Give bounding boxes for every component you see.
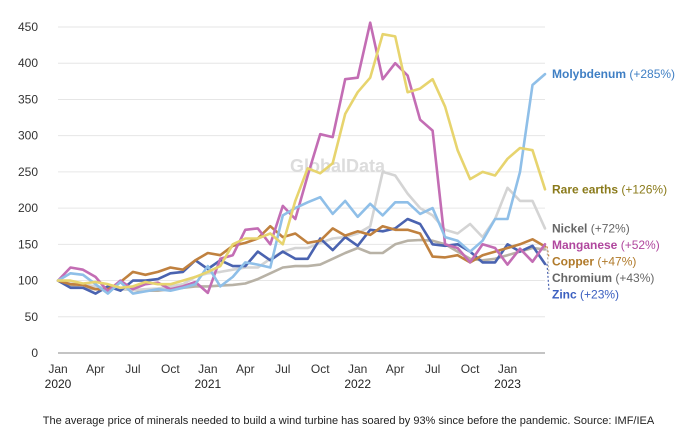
label-connector [546, 263, 550, 291]
y-tick-label: 400 [18, 56, 38, 70]
series-label-change: (+52%) [621, 238, 660, 252]
label-connectors [546, 246, 550, 291]
x-tick-year: 2021 [194, 377, 221, 391]
series-label-name: Copper [552, 254, 597, 268]
y-tick-label: 50 [25, 310, 39, 324]
x-tick-label: Oct [161, 362, 180, 376]
x-tick-label: Apr [236, 362, 255, 376]
watermark-text: GlobalData [290, 156, 386, 176]
x-tick-label: Apr [86, 362, 105, 376]
series-line-molybdenum [56, 72, 547, 295]
y-tick-label: 300 [18, 129, 38, 143]
series-lines [56, 21, 547, 295]
x-tick-label: Apr [386, 362, 405, 376]
series-line-manganese [56, 21, 547, 295]
series-label-zinc: Zinc (+23%) [552, 287, 619, 301]
label-connector [546, 249, 550, 274]
series-label-name: Zinc [552, 287, 580, 301]
series-line-copper [56, 224, 547, 291]
y-tick-label: 150 [18, 237, 38, 251]
x-tick-label: Jan [348, 362, 367, 376]
series-label-name: Manganese [552, 238, 621, 252]
x-tick-label: Jul [425, 362, 440, 376]
series-label-rare-earths: Rare earths (+126%) [552, 182, 667, 196]
x-tick-year: 2023 [494, 377, 521, 391]
chart-caption: The average price of minerals needed to … [42, 415, 655, 427]
gridlines [58, 26, 545, 354]
y-tick-label: 200 [18, 201, 38, 215]
series-line-nickel [56, 170, 547, 292]
x-tick-label: Jan [198, 362, 217, 376]
x-tick-label: Jan [498, 362, 517, 376]
y-tick-label: 100 [18, 274, 38, 288]
label-connector [546, 246, 550, 258]
x-tick-label: Jul [275, 362, 290, 376]
series-label-name: Nickel [552, 221, 591, 235]
series-label-manganese: Manganese (+52%) [552, 238, 660, 252]
series-line-rare-earths [56, 32, 547, 290]
y-tick-label: 450 [18, 20, 38, 34]
series-labels: Molybdenum (+285%) Rare earths (+126%) Nic… [552, 67, 675, 301]
series-label-change: (+23%) [580, 287, 619, 301]
series-label-name: Molybdenum [552, 67, 629, 81]
series-label-name: Rare earths [552, 182, 621, 196]
series-label-change: (+126%) [621, 182, 667, 196]
y-tick-label: 0 [31, 346, 38, 360]
series-label-change: (+72%) [591, 221, 630, 235]
series-label-copper: Copper (+47%) [552, 254, 636, 268]
series-label-change: (+47%) [597, 254, 636, 268]
x-tick-year: 2022 [344, 377, 371, 391]
series-line-zinc [56, 217, 547, 295]
y-tick-label: 350 [18, 92, 38, 106]
x-tick-label: Jan [48, 362, 67, 376]
series-label-nickel: Nickel (+72%) [552, 221, 630, 235]
x-tick-label: Jul [125, 362, 140, 376]
series-label-molybdenum: Molybdenum (+285%) [552, 67, 675, 81]
series-label-change: (+285%) [629, 67, 675, 81]
x-tick-label: Oct [311, 362, 330, 376]
y-tick-label: 250 [18, 165, 38, 179]
series-label-name: Chromium [552, 271, 615, 285]
series-label-chromium: Chromium (+43%) [552, 271, 654, 285]
x-tick-year: 2020 [45, 377, 72, 391]
series-label-change: (+43%) [615, 271, 654, 285]
x-tick-label: Oct [461, 362, 480, 376]
